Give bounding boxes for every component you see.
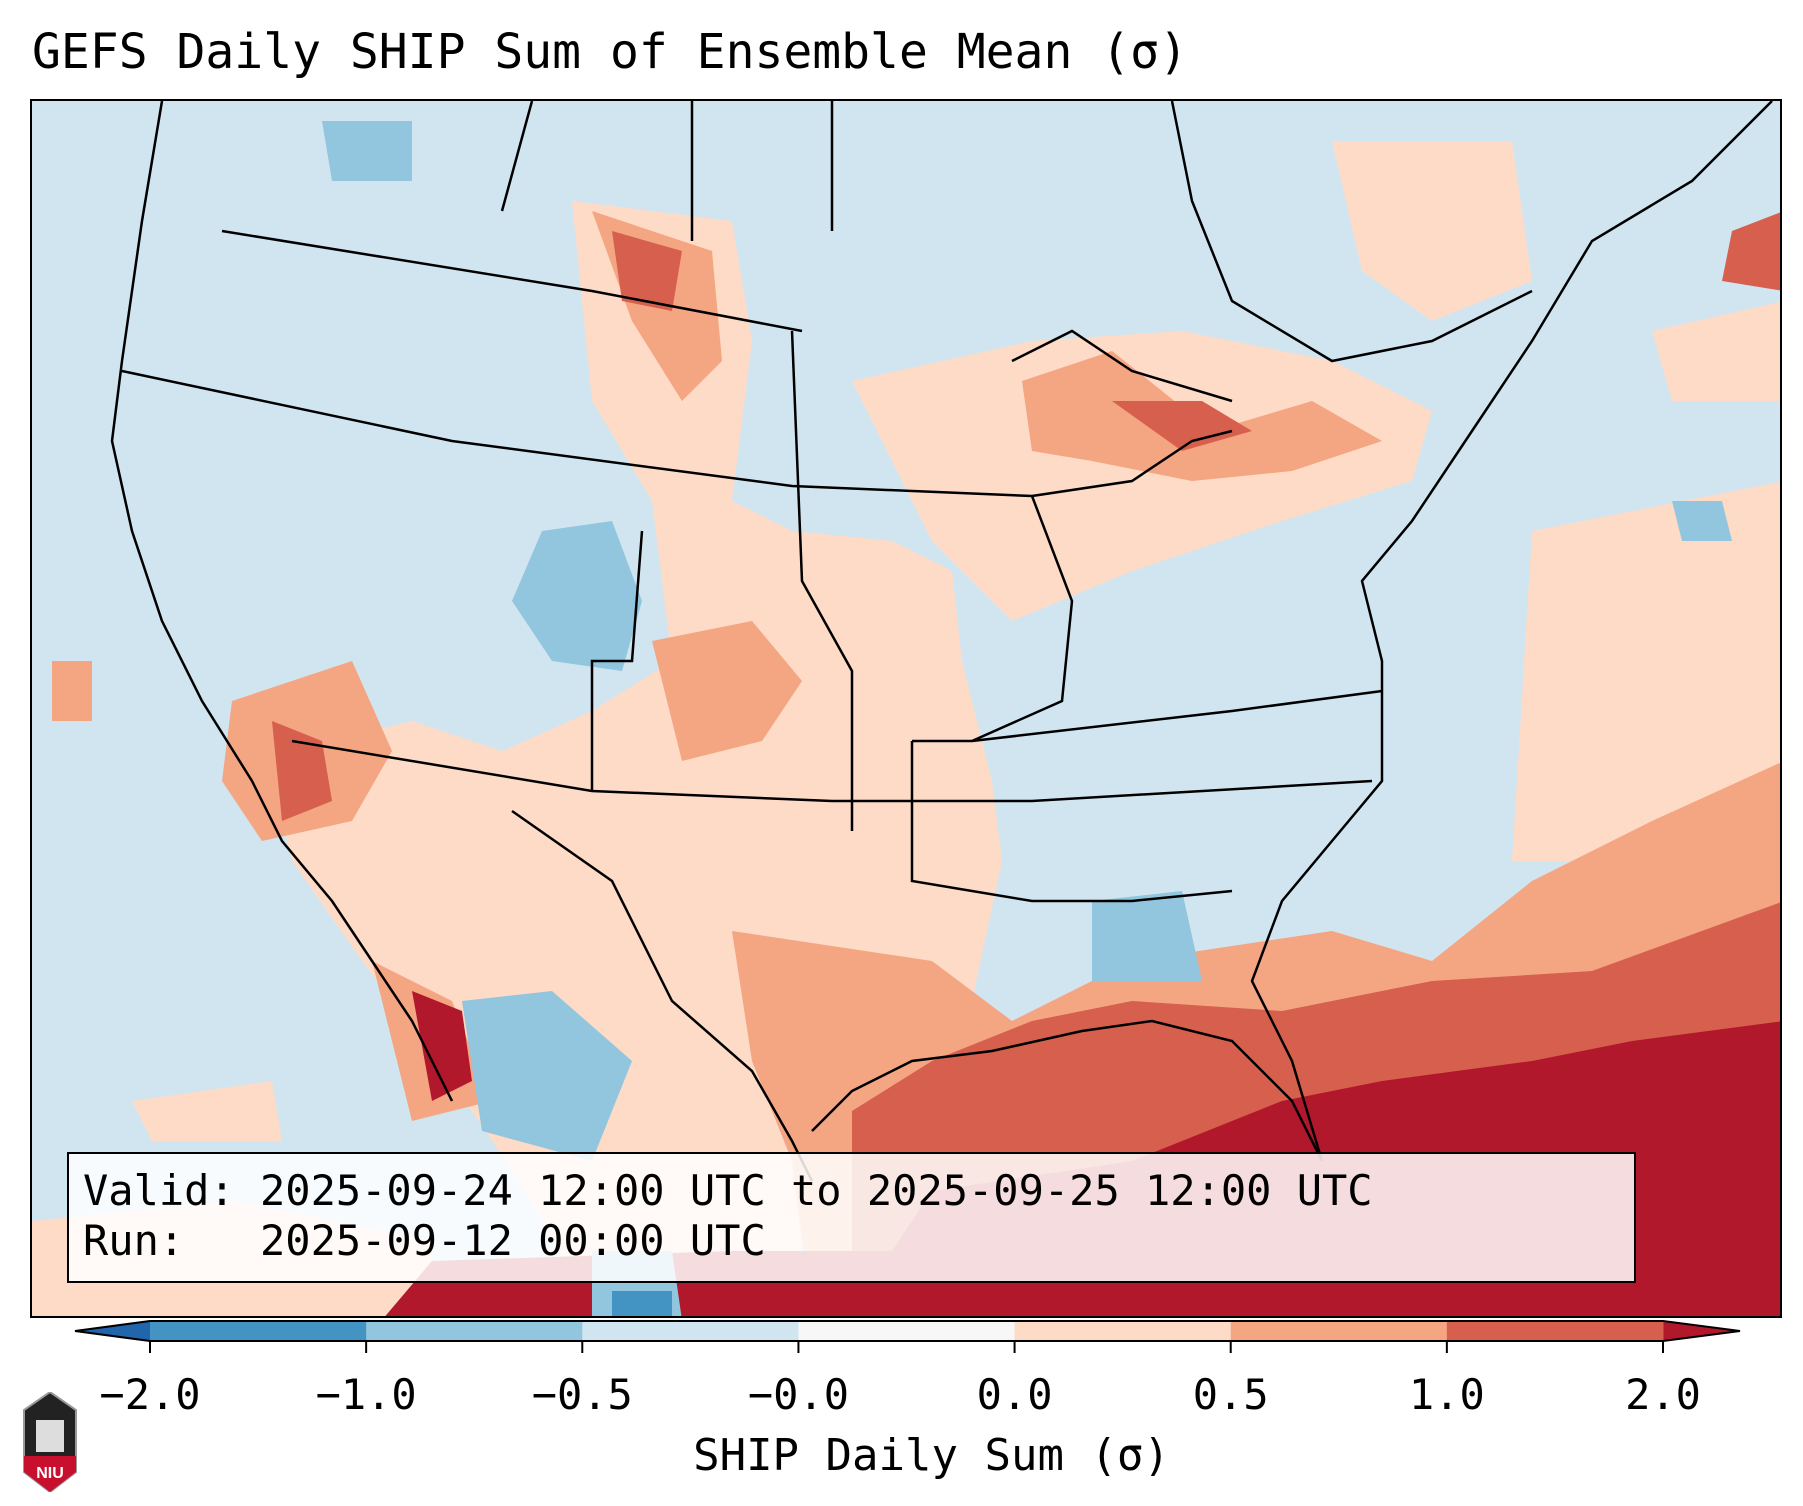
- chart-title: GEFS Daily SHIP Sum of Ensemble Mean (σ): [32, 24, 1188, 80]
- valid-run-info-box: Valid: 2025-09-24 12:00 UTC to 2025-09-2…: [67, 1152, 1636, 1283]
- coastlines-and-borders: [110, 101, 1773, 1182]
- colorbar-bin: [1446, 1321, 1664, 1341]
- colorbar: [74, 1320, 1741, 1353]
- map-panel: [30, 99, 1782, 1318]
- colorbar-tick-label: 0.5: [1192, 1370, 1269, 1419]
- anomaly-field: [32, 101, 1780, 1316]
- colorbar-tick-label: −0.0: [747, 1370, 849, 1419]
- colorbar-tick-label: −2.0: [99, 1370, 201, 1419]
- colorbar-tick-label: −1.0: [315, 1370, 417, 1419]
- colorbar-tick-label: 2.0: [1625, 1370, 1701, 1419]
- colorbar-bin: [150, 1321, 367, 1341]
- colorbar-bin: [798, 1321, 1016, 1341]
- colorbar-label: SHIP Daily Sum (σ): [693, 1430, 1170, 1481]
- logo-text: NIU: [36, 1465, 64, 1482]
- colorbar-bin: [366, 1321, 583, 1341]
- run-time-text: Run: 2025-09-12 00:00 UTC: [83, 1216, 766, 1265]
- colorbar-bin: [1014, 1321, 1232, 1341]
- valid-time-text: Valid: 2025-09-24 12:00 UTC to 2025-09-2…: [83, 1166, 1373, 1215]
- colorbar-under-extension: [75, 1321, 150, 1341]
- colorbar-tick-label: 1.0: [1408, 1370, 1485, 1419]
- colorbar-tick-label: −0.5: [531, 1370, 633, 1419]
- anomaly-negative-strong: [612, 1291, 672, 1316]
- colorbar-over-extension: [1663, 1321, 1740, 1341]
- colorbar-tick-label: 0.0: [976, 1370, 1053, 1419]
- colorbar-bin: [582, 1321, 799, 1341]
- colorbar-bin: [1230, 1321, 1448, 1341]
- niu-logo: NIU: [23, 1392, 77, 1492]
